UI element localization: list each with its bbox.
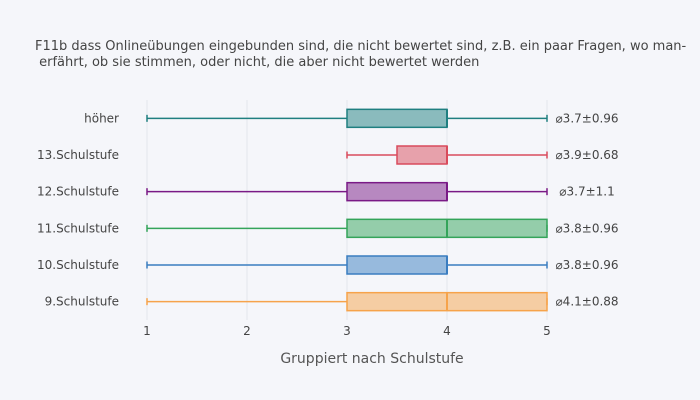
title-line-1: F11b dass Onlineübungen eingebunden sind… xyxy=(35,39,687,54)
x-axis-title: Gruppiert nach Schulstufe xyxy=(280,351,463,367)
category-label: 13.Schulstufe xyxy=(37,148,119,162)
stat-annotation: ⌀3.7±0.96 xyxy=(555,111,618,125)
box-iqr xyxy=(396,145,448,165)
box-iqr xyxy=(346,255,448,275)
category-label: 12.Schulstufe xyxy=(37,185,119,199)
box-höher xyxy=(146,108,548,129)
x-tick-label-5: 5 xyxy=(543,324,551,338)
x-tick-label-2: 2 xyxy=(243,324,251,338)
category-label: höher xyxy=(84,111,119,125)
category-label: 11.Schulstufe xyxy=(37,221,119,235)
box-iqr xyxy=(346,181,448,202)
x-tick-label-3: 3 xyxy=(343,324,351,338)
x-tick-label-1: 1 xyxy=(143,324,151,338)
category-label: 10.Schulstufe xyxy=(37,258,119,272)
stat-annotation: ⌀4.1±0.88 xyxy=(555,295,618,309)
box-11.Schulstufe xyxy=(146,218,548,239)
category-label: 9.Schulstufe xyxy=(45,295,119,309)
grid: 1 2 3 4 5 xyxy=(143,100,551,338)
labels: höher ⌀3.7±0.96 13.Schulstufe ⌀3.9±0.68 12.S… xyxy=(37,111,619,308)
boxes xyxy=(146,108,548,312)
stat-annotation: ⌀3.8±0.96 xyxy=(555,258,618,272)
box-13.Schulstufe xyxy=(346,145,548,165)
box-iqr xyxy=(346,108,448,129)
stat-annotation: ⌀3.7±1.1 xyxy=(559,185,614,199)
chart-title: F11b dass Onlineübungen eingebunden sind… xyxy=(35,39,687,70)
stat-annotation: ⌀3.9±0.68 xyxy=(555,148,618,162)
stat-annotation: ⌀3.8±0.96 xyxy=(555,221,618,235)
box-12.Schulstufe xyxy=(146,181,548,202)
title-line-2: erfährt, ob sie stimmen, oder nicht, die… xyxy=(35,55,479,70)
box-10.Schulstufe xyxy=(146,255,548,275)
box-9.Schulstufe xyxy=(146,291,548,312)
x-tick-label-4: 4 xyxy=(443,324,451,338)
